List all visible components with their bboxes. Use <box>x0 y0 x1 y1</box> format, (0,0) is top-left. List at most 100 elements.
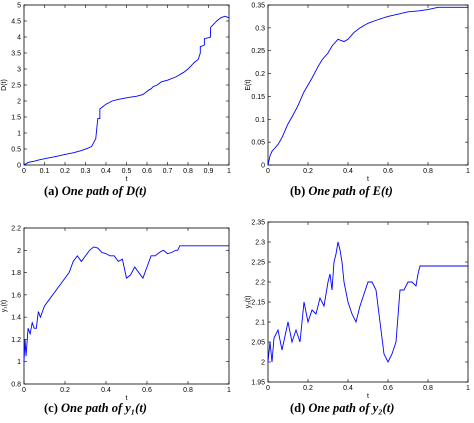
y-tick-label: 2 <box>17 99 21 106</box>
caption-math: D(t) <box>125 184 147 198</box>
y-tick-label: 4.5 <box>11 19 21 26</box>
y-tick-label: 2.3 <box>255 240 265 247</box>
y-tick-label: 2.05 <box>251 340 265 347</box>
y-tick-label: 1.4 <box>11 315 21 322</box>
x-axis-label: t <box>367 393 369 400</box>
y-tick-label: 2.15 <box>251 300 265 307</box>
x-tick-label: 0.8 <box>423 385 433 392</box>
series-line-0 <box>267 241 468 364</box>
x-tick-label: 0.4 <box>101 387 111 394</box>
caption-label: (c) <box>44 401 58 415</box>
y-tick-label: 1.2 <box>11 337 21 344</box>
x-tick-label: 0.6 <box>142 168 152 175</box>
chart-panel-c: 0 0.2 0.4 0.6 0.8 1 0.8 1 1.2 1.4 1.6 1.8 2 2.2 t y₁(t) <box>1 226 231 403</box>
y-tick-label: 0 <box>17 163 21 170</box>
caption-c: (c) One path of y₁(t) <box>44 401 147 416</box>
y-tick-label: 0.05 <box>251 140 265 147</box>
y-tick-label: 4 <box>17 35 21 42</box>
y-tick-label: 1 <box>17 359 21 366</box>
x-axis-label: t <box>126 176 128 183</box>
y-tick-label: 2.1 <box>255 320 265 327</box>
x-tick-label: 0.6 <box>142 387 152 394</box>
y-tick-label: 2 <box>17 248 21 255</box>
x-tick-label: 0.1 <box>40 168 50 175</box>
chart-panel-b: 0 0.2 0.4 0.6 0.8 1 0 0.05 0.1 0.15 0.2 0.25 0.3 0.35… <box>245 3 470 184</box>
plot-frame <box>23 227 230 385</box>
y-tick-label: 3.5 <box>11 51 21 58</box>
caption-text: One path of <box>308 401 370 415</box>
y-tick-label: 1.5 <box>11 115 21 122</box>
y-tick-label: 2.5 <box>11 83 21 90</box>
y-tick-label: 0.3 <box>255 25 265 32</box>
y-tick-label: 0.1 <box>255 117 265 124</box>
caption-a: (a) One path of D(t) <box>44 184 147 199</box>
series-line-0 <box>23 15 230 166</box>
caption-text: One path of <box>61 184 123 198</box>
x-tick-label: 0 <box>22 387 26 394</box>
y-tick-label: 0.35 <box>251 3 265 10</box>
y-tick-label: 2.25 <box>251 260 265 267</box>
y-axis-label: y₂(t) <box>245 296 252 309</box>
caption-text: One path of <box>61 401 123 415</box>
y-tick-label: 3 <box>17 67 21 74</box>
y-tick-label: 0.25 <box>251 48 265 55</box>
x-tick-label: 0 <box>266 168 270 175</box>
plot-frame <box>267 4 469 166</box>
x-tick-label: 0 <box>22 168 26 175</box>
x-tick-label: 0 <box>266 385 270 392</box>
series-line-0 <box>23 245 229 362</box>
x-tick-label: 0.4 <box>343 385 353 392</box>
caption-label: (d) <box>290 401 306 415</box>
y-tick-label: 1.95 <box>251 380 265 387</box>
y-axis-label: y₁(t) <box>1 300 8 312</box>
caption-label: (a) <box>44 184 59 198</box>
y-tick-label: 2 <box>261 360 265 367</box>
caption-math: y₂(t) <box>372 401 395 415</box>
x-tick-label: 0.2 <box>60 168 70 175</box>
y-tick-label: 0 <box>261 163 265 170</box>
y-tick-label: 1.8 <box>11 270 21 277</box>
plot-frame <box>267 221 469 383</box>
x-tick-label: 1 <box>227 387 231 394</box>
x-tick-label: 0.2 <box>303 385 313 392</box>
x-tick-label: 0.6 <box>383 168 393 175</box>
y-axis-label: D(t) <box>1 79 8 91</box>
caption-math: y₁(t) <box>125 401 147 415</box>
y-tick-label: 5 <box>17 3 21 10</box>
caption-d: (d) One path of y₂(t) <box>290 401 394 416</box>
x-axis-label: t <box>367 176 369 183</box>
x-tick-label: 0.5 <box>122 168 132 175</box>
y-tick-label: 1.6 <box>11 292 21 299</box>
x-tick-label: 0.8 <box>183 387 193 394</box>
x-tick-label: 0.4 <box>343 168 353 175</box>
y-tick-label: 1 <box>17 131 21 138</box>
chart-panel-a: 0 0.1 0.2 0.3 0.4 0.5 0.6 0.7 0.8 0.9 1 0 0.5 1 1.5 2 2.… <box>1 3 231 184</box>
x-tick-label: 0.7 <box>163 168 173 175</box>
plot-frame <box>23 4 230 166</box>
chart-panel-d: 0 0.2 0.4 0.6 0.8 1 1.95 2 2.05 2.1 2.15 2.2 2.25 2.3… <box>245 220 470 401</box>
y-axis-label: E(t) <box>245 79 252 90</box>
x-tick-label: 0.3 <box>81 168 91 175</box>
x-tick-label: 0.9 <box>204 168 214 175</box>
caption-b: (b) One path of E(t) <box>290 184 393 199</box>
x-axis-label: t <box>126 395 128 402</box>
x-tick-label: 1 <box>466 385 470 392</box>
y-tick-label: 2.2 <box>255 280 265 287</box>
y-tick-label: 2.35 <box>251 220 265 227</box>
caption-text: One path of <box>308 184 370 198</box>
x-tick-label: 0.8 <box>423 168 433 175</box>
y-tick-label: 2.2 <box>11 226 21 233</box>
x-tick-label: 0.8 <box>183 168 193 175</box>
caption-math: E(t) <box>372 184 393 198</box>
y-tick-label: 0.8 <box>11 382 21 389</box>
x-tick-label: 0.2 <box>60 387 70 394</box>
x-tick-label: 0.2 <box>303 168 313 175</box>
x-tick-label: 0.4 <box>101 168 111 175</box>
y-tick-label: 0.15 <box>251 94 265 101</box>
caption-label: (b) <box>290 184 306 198</box>
x-tick-label: 1 <box>466 168 470 175</box>
x-tick-label: 1 <box>227 168 231 175</box>
x-tick-label: 0.6 <box>383 385 393 392</box>
